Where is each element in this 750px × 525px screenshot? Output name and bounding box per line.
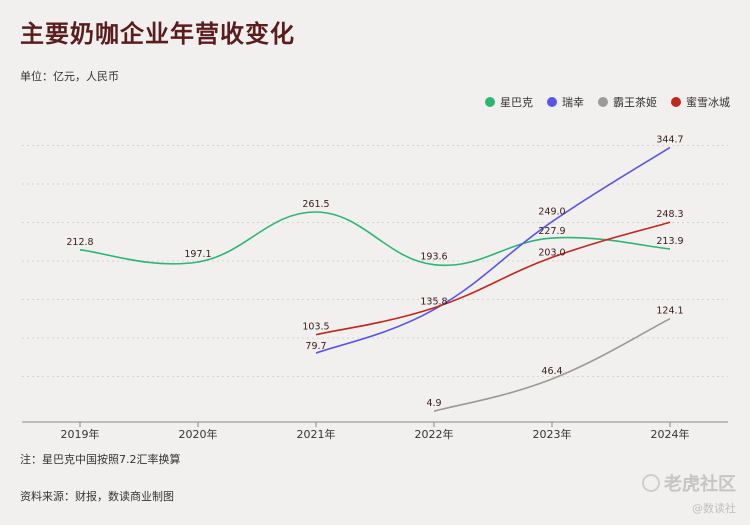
x-tick-label: 2022年: [415, 427, 454, 441]
legend-item-luckin: 瑞幸: [547, 94, 584, 110]
legend-label-luckin: 瑞幸: [562, 96, 584, 109]
data-label-starbucks: 213.9: [656, 236, 683, 247]
data-label-chagee: 46.4: [541, 366, 562, 377]
unit-label: 单位：亿元，人民币: [20, 70, 119, 83]
series-line-starbucks: [79, 211, 671, 267]
legend-item-mixue: 蜜雪冰城: [671, 94, 730, 110]
legend-item-starbucks: 星巴克: [485, 94, 533, 110]
data-label-starbucks: 193.6: [420, 252, 447, 263]
data-label-mixue: 203.0: [538, 247, 565, 258]
data-label-starbucks: 212.8: [66, 237, 93, 248]
x-tick-label: 2019年: [61, 427, 100, 441]
data-label-luckin: 344.7: [656, 134, 683, 145]
watermark-text: 老虎社区: [664, 474, 736, 495]
source-text: 资料来源：财报，数读商业制图: [20, 490, 174, 503]
watermark-sub: @数读社: [692, 502, 736, 515]
data-label-luckin: 135.8: [420, 297, 447, 308]
data-label-mixue: 248.3: [656, 209, 683, 220]
series-line-luckin: [315, 146, 671, 354]
legend-dot-mixue: [671, 97, 681, 107]
series-line-chagee: [433, 317, 671, 412]
x-tick-label: 2023年: [533, 427, 572, 441]
legend-dot-starbucks: [485, 97, 495, 107]
legend-dot-luckin: [547, 97, 557, 107]
x-tick-label: 2020年: [179, 427, 218, 441]
legend-item-chagee: 霸王茶姬: [598, 94, 657, 110]
data-label-chagee: 4.9: [426, 398, 441, 409]
tiger-logo-icon: [642, 474, 660, 492]
legend-dot-chagee: [598, 97, 608, 107]
data-label-starbucks: 197.1: [184, 249, 211, 260]
x-tick-label: 2021年: [297, 427, 336, 441]
x-tick-label: 2024年: [651, 427, 690, 441]
legend-label-mixue: 蜜雪冰城: [686, 96, 730, 109]
data-label-luckin: 249.0: [538, 207, 565, 218]
data-label-mixue: 103.5: [302, 322, 329, 333]
chart-title: 主要奶咖企业年营收变化: [20, 20, 295, 48]
data-label-luckin: 79.7: [305, 341, 326, 352]
data-label-chagee: 124.1: [656, 306, 683, 317]
legend-label-starbucks: 星巴克: [500, 96, 533, 109]
legend-label-chagee: 霸王茶姬: [613, 96, 657, 109]
data-label-starbucks: 261.5: [302, 199, 329, 210]
watermark: 老虎社区: [642, 470, 736, 496]
note-text: 注：星巴克中国按照7.2汇率换算: [20, 453, 181, 466]
series-line-mixue: [315, 221, 671, 336]
legend: 星巴克 瑞幸 霸王茶姬 蜜雪冰城: [485, 94, 730, 110]
data-label-starbucks: 227.9: [538, 226, 565, 237]
